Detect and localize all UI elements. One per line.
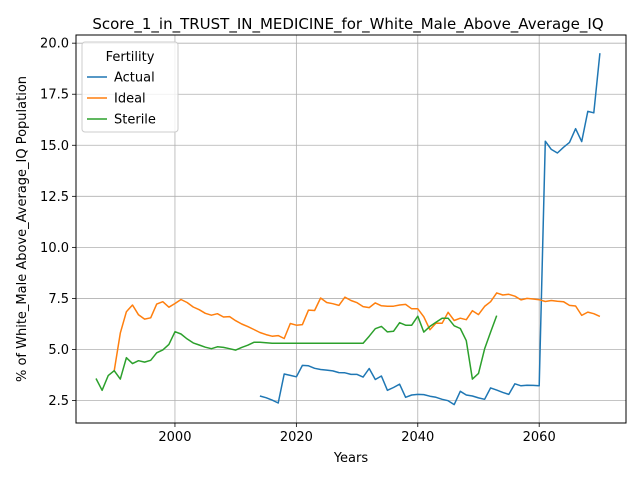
- y-tick-label: 17.5: [40, 88, 69, 103]
- series-line-ideal: [113, 292, 601, 372]
- x-tick-label: 2000: [158, 430, 191, 445]
- series-line-actual: [259, 53, 601, 406]
- y-tick-label: 7.5: [48, 292, 69, 307]
- y-tick-label: 10.0: [40, 241, 69, 256]
- legend: Fertility Actual Ideal Sterile: [81, 41, 179, 133]
- legend-entries: Actual Ideal Sterile: [87, 71, 156, 128]
- chart-title: Score_1_in_TRUST_IN_MEDICINE_for_White_M…: [92, 15, 603, 34]
- legend-label-actual: Actual: [114, 71, 155, 86]
- y-tick-label: 5.0: [48, 343, 69, 358]
- series-line-sterile: [95, 315, 498, 392]
- y-tick-label: 15.0: [40, 139, 69, 154]
- y-tick-label: 12.5: [40, 190, 69, 205]
- legend-box: [81, 41, 179, 133]
- y-axis-label: % of White_Male Above_Average_IQ Populat…: [15, 76, 30, 382]
- y-tick-label: 20.0: [40, 37, 69, 52]
- axes-frame: [75, 34, 627, 424]
- x-axis-label: Years: [333, 451, 369, 466]
- legend-title: Fertility: [106, 50, 155, 65]
- y-axis-ticks: 2.5 5.0 7.5 10.0 12.5 15.0 17.5 20.0: [40, 37, 76, 409]
- plot-lines: [95, 53, 601, 406]
- x-tick-label: 2020: [280, 430, 313, 445]
- legend-label-ideal: Ideal: [114, 92, 146, 107]
- x-axis-ticks: 2000 2020 2040 2060: [158, 423, 556, 445]
- y-tick-label: 2.5: [48, 394, 69, 409]
- legend-label-sterile: Sterile: [114, 113, 156, 128]
- x-tick-label: 2060: [523, 430, 556, 445]
- x-tick-label: 2040: [401, 430, 434, 445]
